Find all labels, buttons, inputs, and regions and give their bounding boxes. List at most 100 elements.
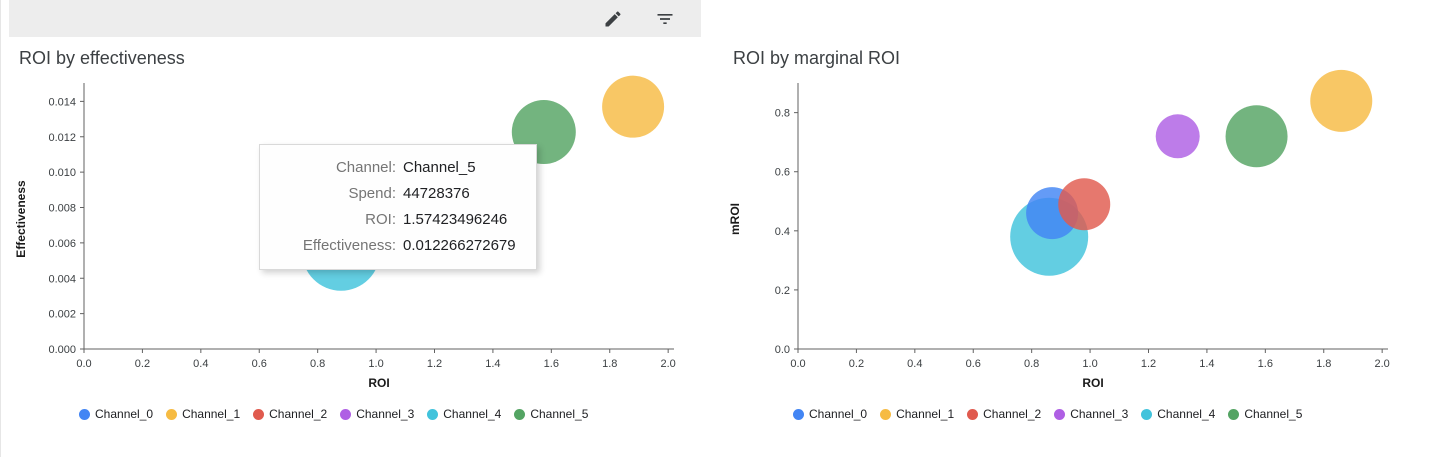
x-tick-label: 1.2 xyxy=(427,358,442,370)
x-tick-label: 0.6 xyxy=(966,358,981,370)
tooltip-content: Channel: Channel_5 Spend: 44728376 ROI: … xyxy=(274,155,522,259)
plot-area: 0.0 0.2 0.4 0.6 0.8 1.0 1.2 1.4 1.6 1.8 2.0 0.0 0.2 0… xyxy=(723,69,1435,393)
x-axis-title: ROI xyxy=(368,376,389,390)
legend-label: Channel_0 xyxy=(95,407,154,421)
tooltip-label-spend: Spend: xyxy=(348,185,396,202)
legend-dot xyxy=(340,408,352,420)
y-tick-label: 0.6 xyxy=(775,167,790,179)
legend-item-Channel_5[interactable]: Channel_5 xyxy=(514,407,588,421)
y-tick-label: 0.000 xyxy=(48,344,76,356)
bubble-Channel_1[interactable] xyxy=(602,75,665,138)
legend-label: Channel_2 xyxy=(269,407,328,421)
tooltip-value-channel: Channel_5 xyxy=(403,159,476,176)
x-tick-label: 1.8 xyxy=(602,358,617,370)
y-tick-label: 0.006 xyxy=(48,238,76,250)
legend-dot xyxy=(1141,408,1153,420)
legend-dot xyxy=(166,408,178,420)
tooltip-label-effectiveness: Effectiveness: xyxy=(302,237,396,254)
legend-dot xyxy=(967,408,979,420)
x-tick-label: 0.8 xyxy=(1024,358,1039,370)
legend-item-Channel_2[interactable]: Channel_2 xyxy=(253,407,327,421)
y-tick-label: 0.008 xyxy=(48,203,76,215)
x-tick-label: 1.4 xyxy=(1199,358,1214,370)
tooltip-value-spend: 44728376 xyxy=(403,185,470,202)
bubble-Channel_2[interactable] xyxy=(1058,178,1111,231)
y-tick-label: 0.8 xyxy=(775,108,790,120)
tooltip-label-roi: ROI: xyxy=(365,211,396,228)
legend-item-Channel_4[interactable]: Channel_4 xyxy=(427,407,501,421)
legend-item-Channel_1[interactable]: Channel_1 xyxy=(166,407,240,421)
tooltip-label-channel: Channel: xyxy=(335,159,396,176)
legend-label: Channel_3 xyxy=(356,407,415,421)
x-tick-label: 0.0 xyxy=(76,358,91,370)
legend-dot xyxy=(1054,408,1066,420)
x-tick-label: 1.2 xyxy=(1141,358,1156,370)
y-tick-label: 0.010 xyxy=(48,167,76,179)
legend-item-Channel_0[interactable]: Channel_0 xyxy=(793,407,867,421)
bubble-Channel_3[interactable] xyxy=(1155,114,1200,159)
y-tick-label: 0.004 xyxy=(48,273,76,285)
legend-dot xyxy=(427,408,439,420)
bubble-Channel_5[interactable] xyxy=(1225,105,1288,168)
legend-item-Channel_5[interactable]: Channel_5 xyxy=(1228,407,1302,421)
legend-dot xyxy=(514,408,526,420)
legend-item-Channel_2[interactable]: Channel_2 xyxy=(967,407,1041,421)
y-tick-label: 0.012 xyxy=(48,132,76,144)
chart-title: ROI by marginal ROI xyxy=(733,48,901,68)
x-tick-label: 2.0 xyxy=(661,358,676,370)
legend-item-Channel_0[interactable]: Channel_0 xyxy=(79,407,153,421)
filter-button[interactable] xyxy=(653,7,677,31)
legend-dot xyxy=(79,408,90,420)
x-tick-label: 1.8 xyxy=(1316,358,1331,370)
x-tick-label: 1.6 xyxy=(1258,358,1273,370)
x-tick-label: 0.2 xyxy=(135,358,150,370)
legend-item-Channel_1[interactable]: Channel_1 xyxy=(880,407,954,421)
edit-icon xyxy=(605,10,621,26)
filter-icon xyxy=(657,13,673,24)
y-tick-label: 0.014 xyxy=(48,96,76,108)
x-tick-label: 1.0 xyxy=(1082,358,1097,370)
legend-label: Channel_4 xyxy=(443,407,502,421)
legend-dot xyxy=(253,408,265,420)
x-tick-label: 0.4 xyxy=(907,358,922,370)
y-axis-title: Effectiveness xyxy=(14,180,28,258)
legend-label: Channel_3 xyxy=(1070,407,1129,421)
legend-dot xyxy=(880,408,892,420)
legend-label: Channel_4 xyxy=(1157,407,1216,421)
x-tick-label: 0.0 xyxy=(790,358,805,370)
chart-legend: Channel_0 Channel_1 Channel_2 Channel_3 Chan… xyxy=(723,407,1435,421)
x-tick-label: 2.0 xyxy=(1375,358,1390,370)
chart-tooltip: Channel: Channel_5 Spend: 44728376 ROI: … xyxy=(259,144,537,270)
x-tick-label: 0.4 xyxy=(193,358,208,370)
chart-canvas: 0.0 0.2 0.4 0.6 0.8 1.0 1.2 1.4 1.6 1.8 2.0 0.0 0.2 0… xyxy=(728,69,1390,390)
legend-label: Channel_5 xyxy=(530,407,589,421)
x-tick-label: 0.6 xyxy=(252,358,267,370)
x-tick-label: 1.6 xyxy=(544,358,559,370)
legend-item-Channel_3[interactable]: Channel_3 xyxy=(1054,407,1128,421)
edit-button[interactable] xyxy=(601,7,625,31)
tooltip-value-effectiveness: 0.012266272679 xyxy=(403,237,516,254)
chart-title: ROI by effectiveness xyxy=(19,48,185,68)
x-tick-label: 0.8 xyxy=(310,358,325,370)
legend-label: Channel_1 xyxy=(182,407,241,421)
x-axis-title: ROI xyxy=(1082,376,1103,390)
y-tick-label: 0.4 xyxy=(775,226,790,238)
chart-legend: Channel_0 Channel_1 Channel_2 Channel_3 Chan… xyxy=(9,407,721,421)
legend-item-Channel_4[interactable]: Channel_4 xyxy=(1141,407,1215,421)
x-tick-label: 0.2 xyxy=(849,358,864,370)
x-tick-label: 1.4 xyxy=(485,358,500,370)
y-tick-label: 0.0 xyxy=(775,344,790,356)
x-tick-label: 1.0 xyxy=(368,358,383,370)
chart-card-roi-by-marginal-roi: ROI by marginal ROI 0.0 0.2 0.4 0.6 0.8 1.0 1.… xyxy=(723,46,1435,421)
chart-toolbar xyxy=(9,0,701,37)
legend-label: Channel_5 xyxy=(1244,407,1303,421)
legend-label: Channel_2 xyxy=(983,407,1042,421)
legend-label: Channel_1 xyxy=(896,407,955,421)
bubble-Channel_1[interactable] xyxy=(1310,69,1373,132)
legend-dot xyxy=(1228,408,1240,420)
y-tick-label: 0.002 xyxy=(48,309,76,321)
y-tick-label: 0.2 xyxy=(775,285,790,297)
legend-dot xyxy=(793,408,804,420)
legend-item-Channel_3[interactable]: Channel_3 xyxy=(340,407,414,421)
